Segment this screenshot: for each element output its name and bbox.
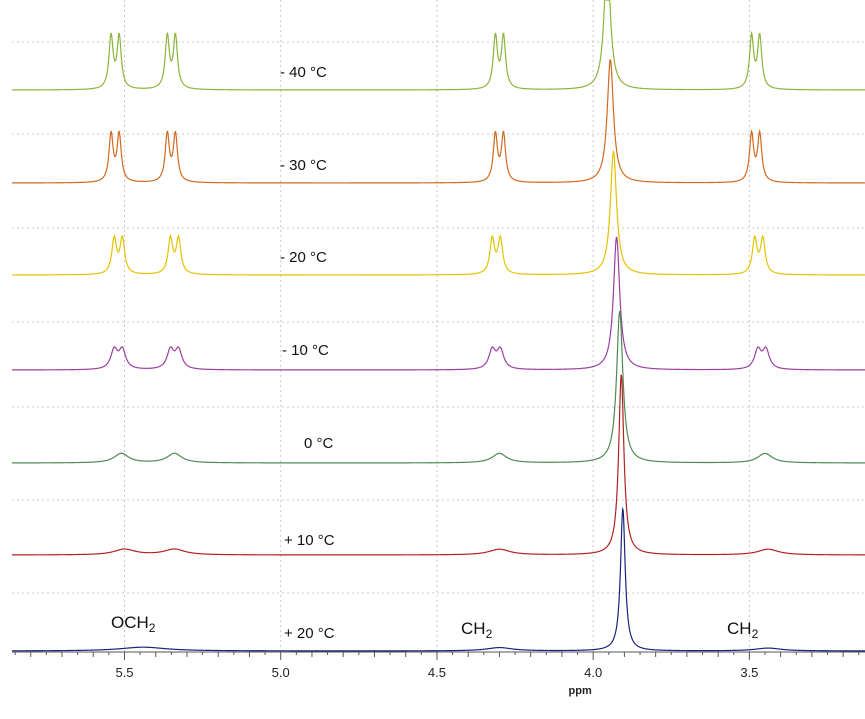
spectrum-trace [12, 59, 865, 184]
x-tick-label: 4.5 [428, 665, 446, 680]
spectra-traces [11, 0, 865, 652]
temperature-labels: - 40 °C - 30 °C - 20 °C - 10 °C 0 °C + 10 °C +… [280, 64, 335, 642]
temperature-label: - 30 °C [280, 157, 327, 174]
temperature-label: - 10 °C [282, 342, 329, 359]
temperature-label: + 10 °C [284, 532, 335, 549]
temperature-label: - 40 °C [280, 64, 327, 81]
temperature-label: + 20 °C [284, 625, 335, 642]
spectrum-trace [12, 236, 865, 371]
spectrum-trace [12, 310, 865, 464]
peak-label: CH2 [727, 619, 759, 641]
gridlines [12, 0, 865, 652]
peak-label: CH2 [461, 619, 493, 641]
peak-labels: OCH2 CH2 CH2 [111, 613, 759, 641]
spectrum-trace [12, 0, 865, 91]
x-tick-label: 5.0 [272, 665, 290, 680]
spectrum-trace [12, 374, 865, 556]
peak-label: OCH2 [111, 613, 156, 635]
temperature-label: - 20 °C [280, 249, 327, 266]
x-tick-label: 5.5 [115, 665, 133, 680]
temperature-label: 0 °C [304, 435, 334, 452]
x-tick-label: 4.0 [584, 665, 602, 680]
x-axis: 5.5 5.0 4.5 4.0 3.5 ppm [12, 651, 865, 697]
spectrum-trace [11, 507, 865, 652]
x-axis-title: ppm [569, 685, 592, 697]
x-tick-label: 3.5 [740, 665, 758, 680]
spectrum-trace [12, 149, 865, 276]
